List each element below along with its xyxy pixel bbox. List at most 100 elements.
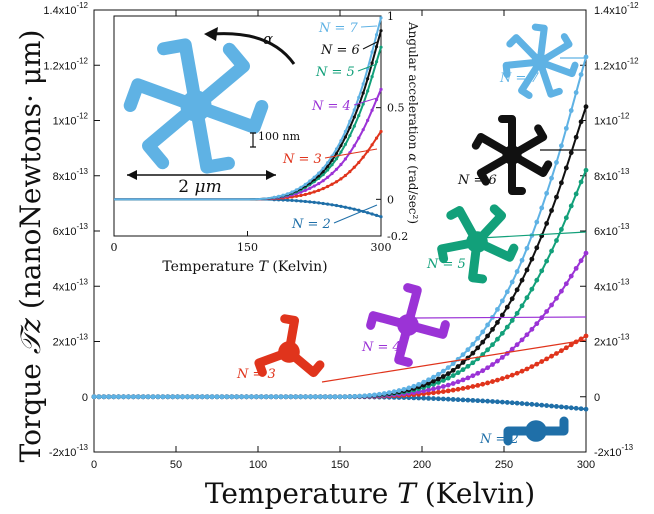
glyph-connector-n5 [479,231,587,239]
main-series-point-n7 [485,322,490,328]
rotation-arrowhead [204,27,218,41]
inset-series-point-n3 [303,192,307,197]
main-series-point-n4 [549,302,554,308]
main-series-point-n7 [362,393,367,399]
main-series-point-n7 [145,394,151,400]
glyph-rotor-n7-hub [531,53,549,71]
inset-series-point-n6 [357,104,361,108]
glyph-rotor-n7-arm [518,58,544,99]
inset-y-tick-label: 1 [387,10,394,23]
main-series-point-n4 [529,326,535,332]
inset-series-point-n5 [370,75,374,79]
main-x-tick-label: 100 [249,459,267,471]
main-series-point-n7 [224,394,230,400]
main-series-point-n5 [554,238,559,243]
scale-bar-value: 2 [178,177,194,197]
main-series-point-n3 [480,381,486,387]
main-series-point-n4 [583,250,589,256]
main-series-point-n7 [278,394,284,400]
main-series-point-n4 [475,370,481,376]
main-series-point-n5 [559,227,564,232]
main-series-point-n4 [578,258,584,264]
glyph-rotor-n7-arm-shape [536,58,579,78]
inset-series-label-n2: N = 2 [291,217,331,232]
main-y-tick-label-left: 8x10-13 [53,167,89,183]
main-series-point-n6 [470,350,476,356]
main-series-point-n4 [534,321,540,327]
inset-series-point-n3 [357,160,361,165]
main-series-point-n3 [514,370,520,376]
main-series-point-n7 [96,394,102,400]
glyph-rotor-n7 [502,23,579,99]
main-series-point-n5 [524,295,530,301]
inset-series-point-n2 [379,215,383,219]
main-series-point-n7 [372,392,377,398]
inset-series-point-n6 [348,125,352,130]
main-series-point-n4 [421,388,427,394]
main-series-point-n7 [342,394,348,400]
main-x-axis-label: Temperature T (Kelvin) [205,477,535,510]
main-series-point-n7 [549,175,554,181]
main-series-point-n7 [539,205,545,211]
glyph-connector-n3 [321,339,587,383]
arm-width-marker [250,132,256,148]
glyph-rotor-n6-arm [476,151,516,186]
inset-x-axis-label: Temperature T (Kelvin) [162,259,327,275]
inset-rotor-picture-arm [157,38,203,113]
main-series-point-n6 [440,374,446,379]
main-series-point-n7 [426,377,431,383]
main-series-point-n4 [465,375,471,381]
inset-x-label-prefix: Temperature [162,259,258,275]
glyph-rotor-n7-arm-shape [502,58,544,78]
glyph-rotor-n4-arm-shape [403,283,422,330]
main-series-point-n5 [499,330,505,336]
glyph-rotor-n5-arm-shape [472,204,507,247]
scale-bar-arrow-right [266,170,276,180]
main-series-point-n7 [554,159,559,165]
inset-series-point-n5 [357,113,361,118]
main-series-point-n3 [445,388,451,394]
main-series-point-n7 [244,394,249,400]
main-series-point-n2 [426,395,431,401]
inset-series-point-n6 [343,135,347,139]
inset-series-point-n3 [312,190,316,194]
main-series-point-n7 [298,394,304,400]
glyph-rotor-n6-arm-shape [471,133,516,159]
glyph-rotor-n6-arm-shape [508,124,548,159]
main-series-point-n7 [357,393,363,399]
main-series-point-n4 [499,354,505,360]
main-x-label-prefix: Temperature [205,477,397,510]
glyph-rotor-n6-arm-shape [498,115,516,159]
main-y-tick-label-left: 1.4x10-12 [43,1,88,17]
inset-series-point-n2 [308,200,312,204]
inset-rotor-picture-arm-shape [189,42,250,113]
inset-label-leader-n3 [324,148,378,159]
main-series-point-n6 [504,304,510,310]
main-series-point-n3 [485,380,490,386]
main-series-point-n3 [583,333,589,339]
inset-rotor-picture-arm-shape [189,99,235,174]
glyph-rotor-n5-arm [437,237,482,264]
inset-series-point-n7 [308,179,312,183]
inset-series-point-n3 [352,165,356,169]
main-series-point-n7 [91,394,97,400]
main-series-point-n3 [490,379,495,384]
main-y-tick-label-right: 2x10-13 [594,333,630,349]
inset-series-point-n7 [317,171,321,175]
main-series-point-n4 [524,332,530,338]
main-series-point-n2 [499,399,505,405]
inset-series-point-n7 [379,16,383,20]
inset-series-point-n4 [330,171,334,176]
glyph-rotor-n6-arm-shape [508,151,553,177]
glyph-rotor-n6-arm [508,124,548,159]
main-series-point-n2 [450,397,456,402]
main-series-point-n5 [445,375,451,381]
main-series-point-n2 [514,400,520,406]
main-series-point-n7 [219,394,225,400]
glyph-rotor-n2-hub [525,420,547,442]
inset-x-tick-label: 0 [111,241,118,254]
glyph-rotor-n7-arm [536,33,573,66]
inset-series-point-n2 [370,212,374,216]
glyph-rotor-n5-arm-shape [472,237,519,262]
tick-exponent: -13 [618,333,630,342]
